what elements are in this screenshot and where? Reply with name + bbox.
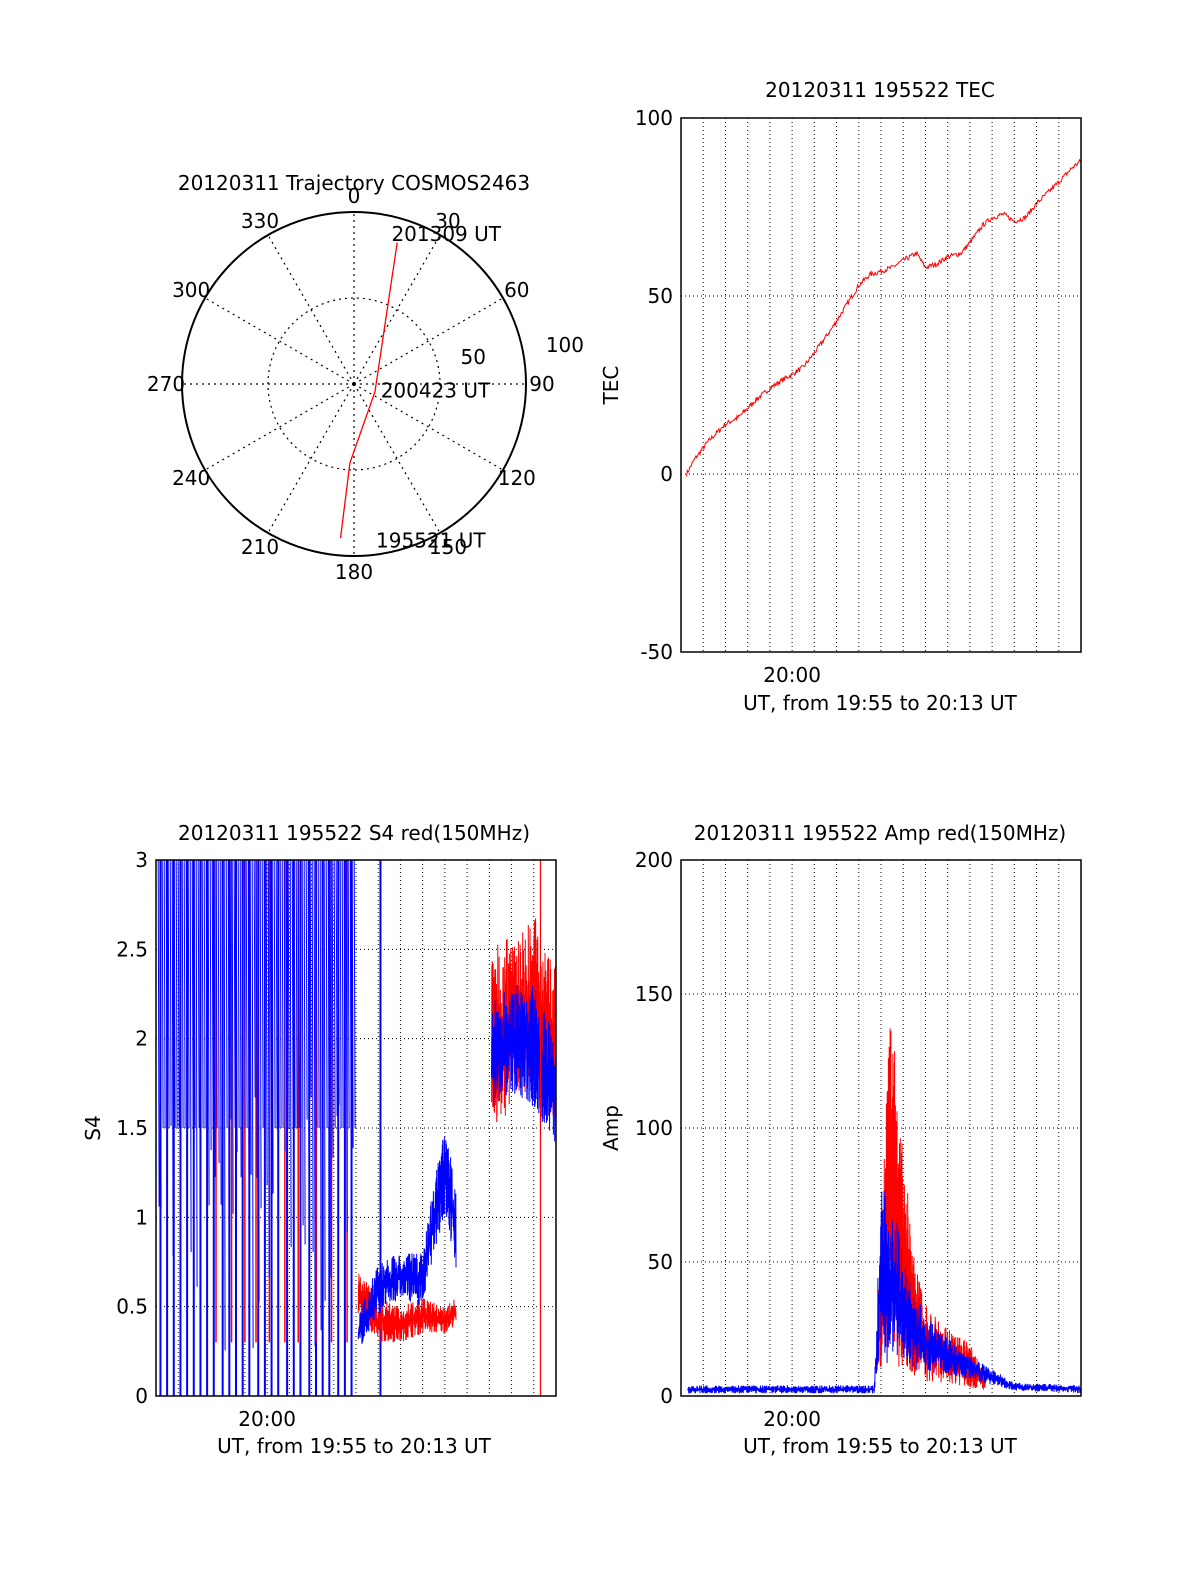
amp-title: 20120311 195522 Amp red(150MHz) [694,821,1066,845]
y-tick-label: 0.5 [116,1295,148,1319]
plot-frame [680,117,1082,653]
y-tick-label: 50 [648,284,673,308]
polar-spoke [267,234,355,385]
azimuth-label: 90 [529,372,554,396]
plot-frame [680,859,1082,1397]
azimuth-label: 270 [147,372,185,396]
y-tick-label: 0 [135,1384,148,1408]
polar-outer-ring [181,211,527,557]
azimuth-label: 300 [172,278,210,302]
tec-series-line [686,158,1081,477]
y-tick-label: 2.5 [116,937,148,961]
amp-xlabel: UT, from 19:55 to 20:13 UT [743,1434,1018,1458]
y-tick-label: -50 [640,640,673,664]
s4-title: 20120311 195522 S4 red(150MHz) [178,821,530,845]
y-tick-label: 3 [135,848,148,872]
s4-ylabel: S4 [81,1115,105,1140]
plot-area [157,860,556,1396]
polar-spoke [204,383,355,471]
y-tick-label: 1.5 [116,1116,148,1140]
s4-blue-line [357,1136,457,1345]
grid-lines [681,118,1081,652]
polar-spoke [353,383,504,471]
azimuth-label: 30 [435,209,460,233]
y-tick-label: 0 [660,462,673,486]
azimuth-label: 60 [504,278,529,302]
y-tick-label: 1 [135,1205,148,1229]
y-tick-label: 100 [635,106,673,130]
polar-spoke [204,297,355,385]
polar-spoke [353,234,441,385]
polar-spoke [353,297,504,385]
s4-panel: 20120311 195522 S4 red(150MHz) UT, from … [81,821,557,1458]
amp-panel: 20120311 195522 Amp red(150MHz) UT, from… [599,821,1082,1458]
polar-spoke [353,383,441,534]
trajectory-annotation: 201309 UT [391,222,501,246]
azimuth-label: 0 [348,184,361,208]
radial-label: 100 [546,333,584,357]
azimuth-label: 330 [241,209,279,233]
tec-title: 20120311 195522 TEC [765,78,995,102]
tec-xlabel: UT, from 19:55 to 20:13 UT [743,691,1018,715]
x-tick-label: 20:00 [763,663,821,687]
azimuth-label: 120 [498,466,536,490]
trajectory-track [339,242,398,539]
plot-area [687,1028,1081,1394]
x-tick-label: 20:00 [763,1407,821,1431]
trajectory-title: 20120311 Trajectory COSMOS2463 [178,171,530,195]
x-tick-label: 20:00 [238,1407,296,1431]
radial-label: 50 [461,345,486,369]
s4-xlabel: UT, from 19:55 to 20:13 UT [217,1434,492,1458]
polar-spoke [267,383,355,534]
trajectory-annotation: 200423 UT [381,379,491,403]
tec-panel: 20120311 195522 TEC UT, from 19:55 to 20… [599,78,1082,715]
tec-ylabel: TEC [599,366,623,406]
azimuth-label: 150 [429,535,467,559]
plot-frame [155,859,557,1397]
s4-blue-noise [157,860,356,1351]
s4-red-line [357,1273,457,1343]
y-tick-label: 150 [635,982,673,1006]
amp-blue-line [687,1190,1081,1394]
y-tick-label: 50 [648,1250,673,1274]
trajectory-annotation: 195521 UT [376,529,486,553]
y-tick-label: 200 [635,848,673,872]
trajectory-panel: 20120311 Trajectory COSMOS2463 0 30 60 90 12… [147,171,584,584]
y-tick-label: 2 [135,1027,148,1051]
y-tick-label: 100 [635,1116,673,1140]
amp-ylabel: Amp [599,1105,623,1151]
azimuth-label: 240 [172,466,210,490]
amp-red-line [878,1028,986,1390]
azimuth-label: 210 [241,535,279,559]
s4-blue-line-right [491,985,556,1142]
azimuth-label: 180 [335,560,373,584]
y-tick-label: 0 [660,1384,673,1408]
plot-area [686,158,1081,477]
